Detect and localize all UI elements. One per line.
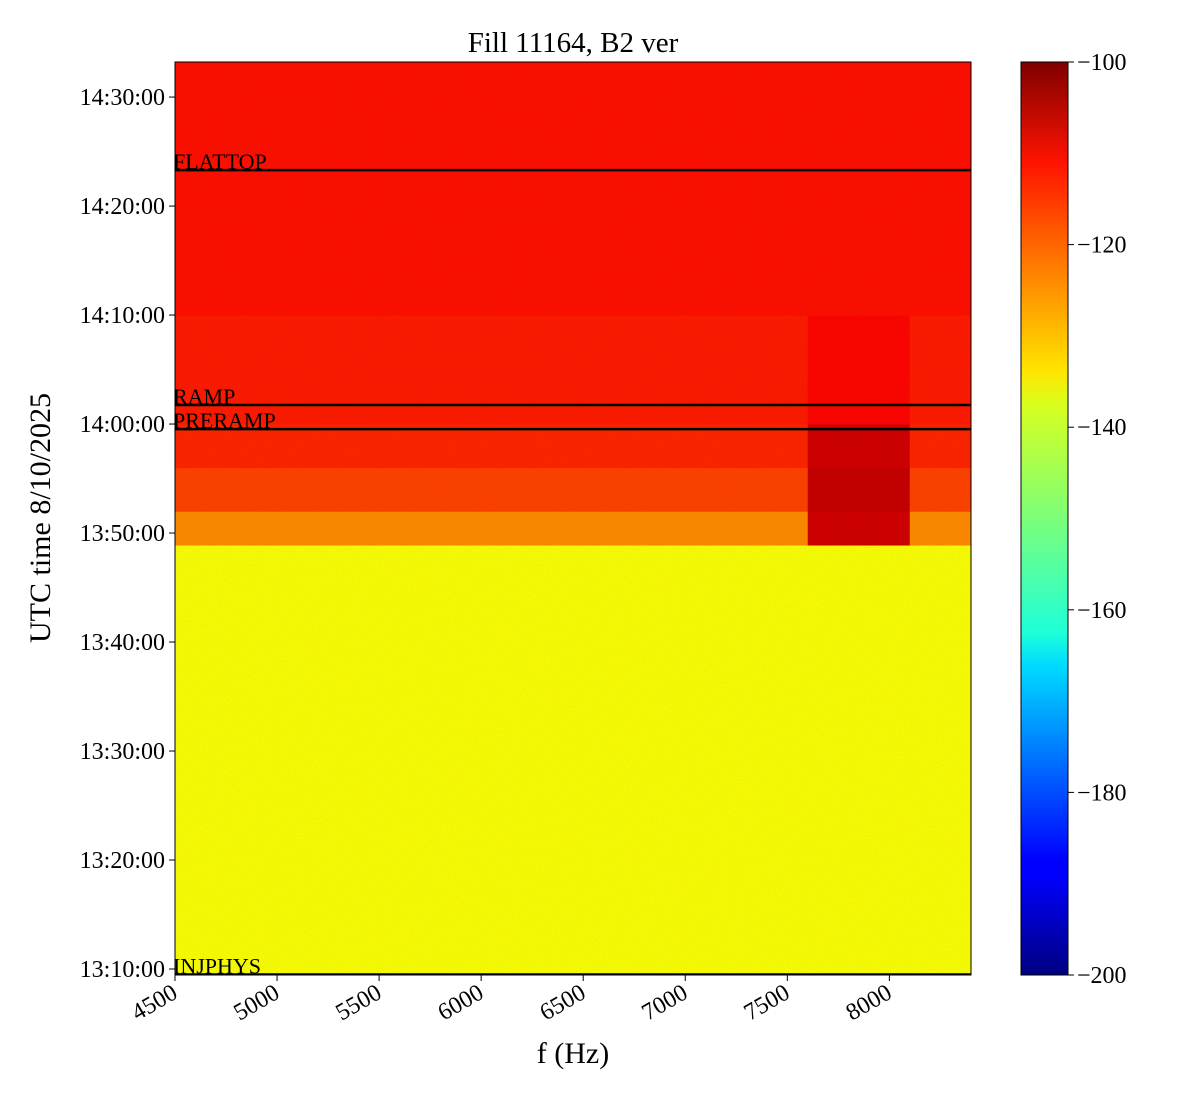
colorbar-tick-label: −160 — [1077, 598, 1127, 624]
y-tick-label: 13:50:00 — [80, 521, 165, 547]
x-axis-label: f (Hz) — [537, 1037, 609, 1070]
x-tick-label: 5500 — [332, 980, 387, 1027]
annotation-label: FLATTOP — [173, 149, 267, 174]
y-tick-label: 14:00:00 — [80, 412, 165, 438]
y-tick-label: 13:10:00 — [80, 957, 165, 983]
colorbar-tick-label: −200 — [1077, 963, 1127, 989]
plot-frame — [174, 61, 972, 976]
chart-title: Fill 11164, B2 ver — [468, 27, 679, 59]
x-tick-label: 6500 — [536, 980, 591, 1027]
y-tick-label: 13:30:00 — [80, 739, 165, 765]
x-tick-label: 7000 — [638, 980, 693, 1027]
colorbar-tick-label: −180 — [1077, 780, 1127, 806]
y-tick-label: 14:30:00 — [80, 85, 165, 111]
colorbar — [1020, 61, 1069, 976]
annotation-label: PRERAMP — [173, 408, 276, 433]
colorbar-tick-label: −140 — [1077, 415, 1127, 441]
x-tick-label: 6000 — [434, 980, 489, 1027]
y-tick-label: 13:40:00 — [80, 630, 165, 656]
x-tick-label: 4500 — [127, 980, 182, 1027]
y-tick-label: 13:20:00 — [80, 848, 165, 874]
annotation-label: INJPHYS — [173, 953, 261, 978]
x-tick-label: 8000 — [842, 980, 897, 1027]
texture — [175, 62, 971, 975]
y-tick-label: 14:10:00 — [80, 303, 165, 329]
x-tick-label: 5000 — [229, 980, 284, 1027]
x-tick-label: 7500 — [740, 980, 795, 1027]
y-axis-label: UTC time 8/10/2025 — [24, 393, 57, 643]
annotation-label: RAMP — [173, 384, 235, 409]
colorbar-tick-label: −120 — [1077, 233, 1127, 259]
y-tick-label: 14:20:00 — [80, 194, 165, 220]
colorbar-tick-label: −100 — [1077, 50, 1127, 76]
